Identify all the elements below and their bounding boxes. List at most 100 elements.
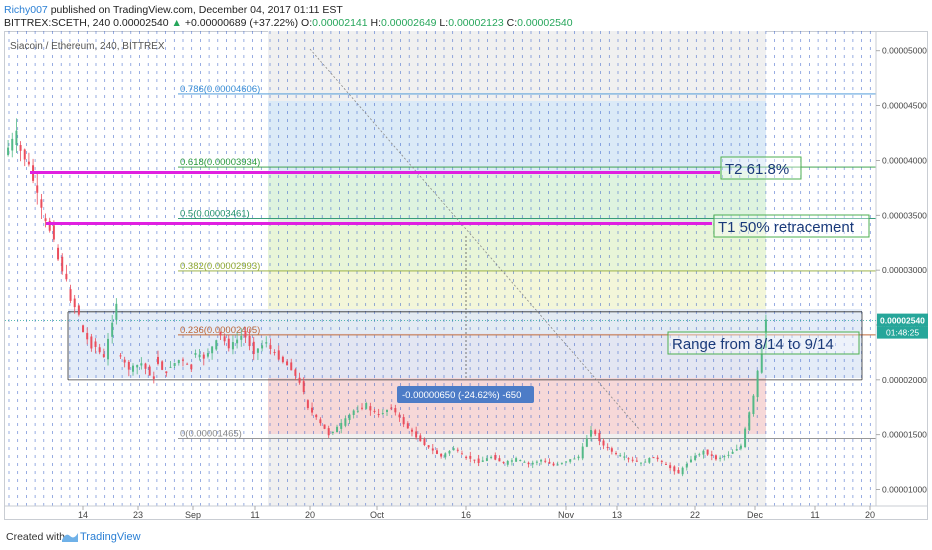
- x-tick-label: Oct: [370, 510, 385, 520]
- candle-body: [640, 462, 642, 464]
- y-tick-label: 0.00005000: [882, 46, 927, 56]
- t1-label: T1 50% retracement: [718, 219, 855, 236]
- candle-body: [573, 458, 576, 460]
- fib-label: 0(0.00001465): [180, 429, 242, 440]
- candle-body: [727, 454, 730, 456]
- candle-body: [223, 336, 226, 342]
- tradingview-brand[interactable]: TradingView: [80, 531, 141, 543]
- candle-body: [256, 348, 259, 353]
- x-tick-label: 16: [461, 510, 471, 520]
- candle-body: [527, 462, 530, 465]
- measure-label: -0.00000650 (-24.62%) -650: [402, 390, 521, 401]
- candle-body: [415, 431, 418, 438]
- candle-body: [132, 365, 134, 372]
- open-label: O:: [301, 17, 313, 29]
- candle-body: [381, 413, 384, 415]
- candle-body: [710, 454, 713, 456]
- candle-body: [410, 429, 413, 432]
- candle-body: [644, 461, 647, 463]
- candle-body: [448, 450, 451, 454]
- candle-body: [98, 347, 101, 353]
- candle-body: [115, 303, 118, 320]
- candle-body: [190, 364, 193, 370]
- candle-body: [290, 362, 293, 371]
- candle-body: [610, 448, 613, 452]
- candle-body: [673, 466, 676, 472]
- candle-body: [265, 342, 268, 344]
- candle-body: [406, 423, 409, 429]
- candle-body: [373, 410, 376, 412]
- candle-body: [177, 360, 180, 364]
- candle-body: [194, 353, 197, 355]
- candle-body: [7, 147, 10, 156]
- candle-body: [386, 410, 388, 412]
- t2-label: T2 61.8%: [725, 161, 789, 178]
- candle-body: [82, 325, 85, 333]
- candle-body: [202, 354, 205, 359]
- candle-body: [181, 359, 184, 361]
- candle-body: [331, 431, 334, 434]
- candle-body: [635, 460, 638, 462]
- candle-body: [490, 456, 493, 459]
- candle-body: [577, 456, 580, 459]
- candle-body: [27, 161, 30, 165]
- fib-label: 0.618(0.00003934): [180, 157, 260, 168]
- triangle-up-icon: ▲: [171, 17, 182, 29]
- candle-body: [502, 461, 505, 463]
- candle-body: [494, 455, 497, 460]
- candle-body: [515, 458, 518, 462]
- candle-body: [236, 339, 239, 344]
- candle-body: [294, 369, 297, 376]
- x-tick-label: 13: [612, 510, 622, 520]
- candle-body: [598, 432, 601, 442]
- measure-box: [397, 386, 534, 403]
- candle-body: [481, 460, 484, 462]
- candle-body: [11, 138, 14, 151]
- candle-body: [510, 460, 513, 462]
- y-tick-label: 0.00002000: [882, 375, 927, 385]
- countdown-tag: [877, 326, 928, 339]
- candle-body: [169, 366, 172, 368]
- x-tick-label: 23: [133, 510, 143, 520]
- candle-body: [90, 336, 93, 349]
- candle-body: [227, 338, 230, 349]
- candle-body: [377, 414, 380, 416]
- candle-body: [477, 458, 480, 464]
- candle-body: [764, 319, 767, 348]
- candle-body: [15, 130, 18, 146]
- candle-body: [594, 430, 597, 435]
- candle-body: [423, 438, 426, 445]
- candle-body: [456, 449, 459, 451]
- range-label-box[interactable]: [667, 331, 860, 355]
- candle-body: [198, 354, 201, 358]
- fib-label: 0.786(0.00004606): [180, 84, 260, 95]
- candle-body: [86, 332, 89, 340]
- t2-label-box[interactable]: [720, 156, 802, 180]
- high-value: 0.00002649: [381, 17, 437, 29]
- candle-body: [615, 453, 618, 455]
- y-tick-label: 0.00001500: [882, 430, 927, 440]
- candle-body: [748, 412, 751, 431]
- candle-body: [286, 361, 289, 366]
- candle-body: [361, 407, 364, 409]
- candle-body: [581, 446, 584, 459]
- candle-body: [44, 218, 47, 222]
- author-link[interactable]: Richy007: [4, 4, 48, 16]
- candle-body: [165, 371, 168, 374]
- candle-body: [531, 462, 534, 465]
- candle-body: [602, 440, 605, 446]
- candle-body: [519, 460, 522, 462]
- candle-body: [57, 247, 60, 260]
- x-tick-label: 14: [78, 510, 88, 520]
- candle-body: [652, 457, 655, 459]
- candle-body: [261, 345, 264, 349]
- x-tick-label: Dec: [747, 510, 764, 520]
- candle-body: [523, 461, 526, 463]
- high-label: H:: [367, 17, 382, 29]
- candle-body: [215, 340, 218, 350]
- t1-label-box[interactable]: [713, 214, 870, 238]
- candle-body: [556, 464, 559, 466]
- candle-body: [77, 305, 80, 315]
- candle-body: [431, 448, 434, 451]
